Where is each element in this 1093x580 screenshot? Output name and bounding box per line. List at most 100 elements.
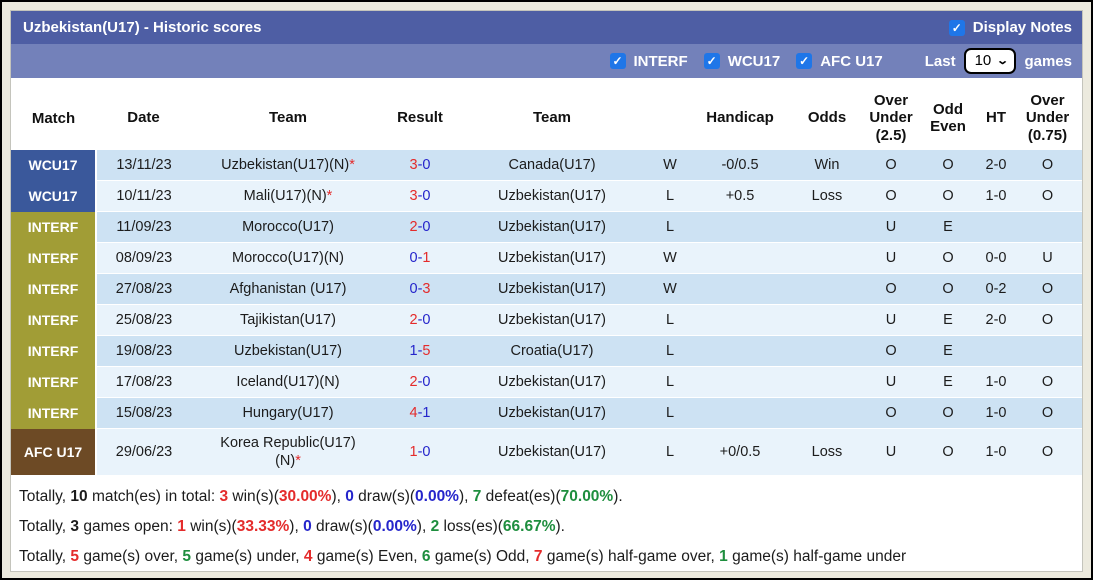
match-row: INTERF 19/08/23 Uzbekistan(U17) 1-5 Croatia(… [11, 335, 1082, 367]
summary-segment: 5 [70, 548, 80, 565]
filter-toggle-interf[interactable]: ✓ INTERF [609, 53, 688, 70]
score-dash: - [417, 444, 423, 460]
summary-segment: 6 [421, 548, 431, 565]
check-icon: ✓ [706, 54, 717, 69]
date-cell: 27/08/23 [96, 273, 191, 305]
match-row: INTERF 27/08/23 Afghanistan (U17) 0-3 Uzbeki… [11, 273, 1082, 305]
summary-line: Totally, 5 game(s) over, 5 game(s) under… [19, 542, 1082, 571]
summary-segment: Totally, [19, 518, 71, 535]
handicap-cell [691, 211, 789, 243]
filter-toggle-afc-u17[interactable]: ✓ AFC U17 [796, 53, 883, 70]
match-competition-cell: INTERF [11, 273, 97, 305]
display-notes-toggle[interactable]: ✓ Display Notes [948, 19, 1072, 36]
result-cell: 2-0 [385, 366, 455, 398]
result-letter-cell: L [649, 180, 691, 212]
summary-segment: 7 [533, 548, 543, 565]
away-score: 3 [422, 281, 431, 297]
summary-segment: win(s)( [185, 518, 237, 535]
odds-cell [789, 304, 865, 336]
away-team-cell: Uzbekistan(U17) [455, 428, 649, 475]
odd-even-cell: E [917, 304, 979, 336]
over-under-25-cell: O [865, 397, 917, 429]
summary-segment: win(s)( [228, 488, 279, 505]
over-under-25-cell: U [865, 242, 917, 274]
display-notes-checkbox[interactable]: ✓ [948, 19, 965, 36]
date-cell: 29/06/23 [96, 428, 191, 475]
column-header-result-letter [649, 87, 691, 150]
ht-cell [979, 211, 1013, 243]
last-games-select[interactable]: 10 ⌄ [963, 48, 1017, 74]
home-team-cell: Uzbekistan(U17)(N)* [191, 149, 385, 181]
filter-label: WCU17 [727, 52, 781, 70]
score-dash: - [417, 157, 423, 173]
result-letter-cell: L [649, 428, 691, 475]
summary-segment: game(s) over, [79, 548, 183, 565]
odd-even-cell: O [917, 180, 979, 212]
summary-segment: game(s) Even, [312, 548, 422, 565]
ht-cell: 0-0 [979, 242, 1013, 274]
summary-segment: 5 [182, 548, 192, 565]
match-row: INTERF 08/09/23 Morocco(U17)(N) 0-1 Uzbekist… [11, 242, 1082, 274]
over-under-25-cell: U [865, 304, 917, 336]
match-row: WCU17 10/11/23 Mali(U17)(N)* 3-0 Uzbekistan(… [11, 180, 1082, 212]
ht-cell: 1-0 [979, 397, 1013, 429]
odd-even-cell: E [917, 211, 979, 243]
home-team-cell: Mali(U17)(N)* [191, 180, 385, 212]
filter-toggle-wcu17[interactable]: ✓ WCU17 [703, 52, 781, 70]
check-icon: ✓ [612, 54, 623, 69]
away-team-cell: Uzbekistan(U17) [455, 366, 649, 398]
filter-checkbox[interactable]: ✓ [796, 53, 813, 70]
handicap-cell [691, 304, 789, 336]
match-row: INTERF 11/09/23 Morocco(U17) 2-0 Uzbekistan(… [11, 211, 1082, 243]
match-competition-cell: WCU17 [11, 180, 97, 212]
over-under-075-cell: O [1013, 149, 1082, 181]
over-under-075-cell: U [1013, 242, 1082, 274]
column-header-result: Result [397, 109, 443, 127]
summary-segment: ). [613, 488, 623, 505]
away-score: 5 [422, 343, 431, 359]
result-cell: 2-0 [385, 211, 455, 243]
result-letter-cell: W [649, 149, 691, 181]
odd-even-cell: O [917, 397, 979, 429]
title-bar: Uzbekistan(U17) - Historic scores ✓ Disp… [11, 11, 1082, 44]
filter-checkbox[interactable]: ✓ [703, 53, 720, 70]
column-header-over-under-0-75: Over Under (0.75) [1025, 92, 1070, 144]
match-competition-cell: INTERF [11, 242, 97, 274]
date-cell: 10/11/23 [96, 180, 191, 212]
odds-cell [789, 335, 865, 367]
summary-segment: ), [458, 488, 473, 505]
match-competition-cell: AFC U17 [11, 428, 97, 475]
handicap-cell [691, 273, 789, 305]
odds-cell [789, 366, 865, 398]
column-header-away-team: Team [532, 109, 572, 127]
match-competition-cell: INTERF [11, 211, 97, 243]
summary-line: Totally, 10 match(es) in total: 3 win(s)… [19, 482, 1082, 512]
date-cell: 08/09/23 [96, 242, 191, 274]
over-under-075-cell: O [1013, 273, 1082, 305]
handicap-cell: +0/0.5 [691, 428, 789, 475]
over-under-075-cell: O [1013, 304, 1082, 336]
away-team-cell: Uzbekistan(U17) [455, 180, 649, 212]
away-team-cell: Uzbekistan(U17) [455, 304, 649, 336]
summary-segment: Totally, [19, 548, 71, 565]
scores-table: Match Date Team Result Team Handicap Odds Over … [11, 87, 1082, 475]
score-dash: - [417, 343, 423, 359]
result-cell: 3-0 [385, 149, 455, 181]
match-competition-cell: INTERF [11, 335, 97, 367]
column-header-over-under-2-5: Over Under (2.5) [869, 92, 913, 144]
column-header-handicap: Handicap [706, 109, 774, 127]
odds-cell [789, 397, 865, 429]
odds-cell [789, 273, 865, 305]
summary-segment: 30.00% [278, 488, 332, 505]
match-row: WCU17 13/11/23 Uzbekistan(U17)(N)* 3-0 Canad… [11, 149, 1082, 181]
odd-even-cell: O [917, 149, 979, 181]
odds-cell: Loss [789, 428, 865, 475]
filter-checkboxes: ✓ INTERF ✓ WCU17 ✓ AFC U17 [609, 52, 899, 70]
away-score: 0 [422, 188, 431, 204]
odds-cell: Win [789, 149, 865, 181]
score-dash: - [417, 219, 423, 235]
filter-checkbox[interactable]: ✓ [609, 53, 626, 70]
column-header-match: Match [31, 109, 76, 127]
summary-segment: 0 [303, 518, 312, 535]
